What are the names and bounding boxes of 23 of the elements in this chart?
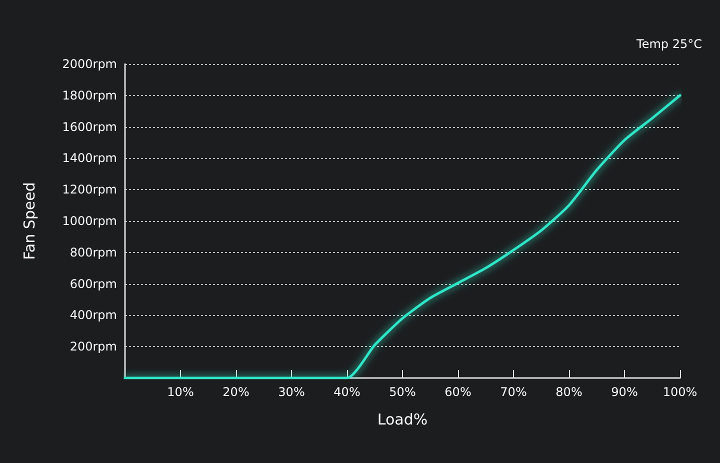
x-tick-label: 50% (389, 385, 416, 399)
y-tick-label: 1600rpm (62, 120, 117, 134)
y-tick-label: 400rpm (70, 308, 117, 322)
y-tick-label: 2000rpm (62, 57, 117, 71)
y-tick-label: 1000rpm (62, 214, 117, 228)
x-axis-title: Load% (377, 410, 428, 428)
x-tick-label: 80% (556, 385, 582, 399)
y-tick-label: 1800rpm (62, 88, 117, 102)
y-axis-title: Fan Speed (20, 182, 38, 260)
y-tick-label: 1400rpm (62, 151, 117, 166)
x-tick-label: 100% (662, 385, 698, 399)
y-tick-label: 800rpm (70, 245, 117, 260)
x-tick-label: 70% (500, 385, 527, 399)
x-tick-label: 20% (222, 385, 250, 399)
x-tick-label: 60% (444, 385, 472, 399)
x-tick-label: 90% (611, 385, 638, 399)
y-tick-label: 200rpm (70, 340, 117, 354)
x-tick-label: 40% (334, 385, 360, 399)
y-tick-label: 600rpm (70, 276, 117, 291)
x-tick-label: 10% (167, 385, 194, 399)
x-tick-label: 30% (278, 385, 305, 399)
y-tick-label: 1200rpm (62, 182, 117, 197)
text: Temp 25°C (636, 37, 702, 51)
